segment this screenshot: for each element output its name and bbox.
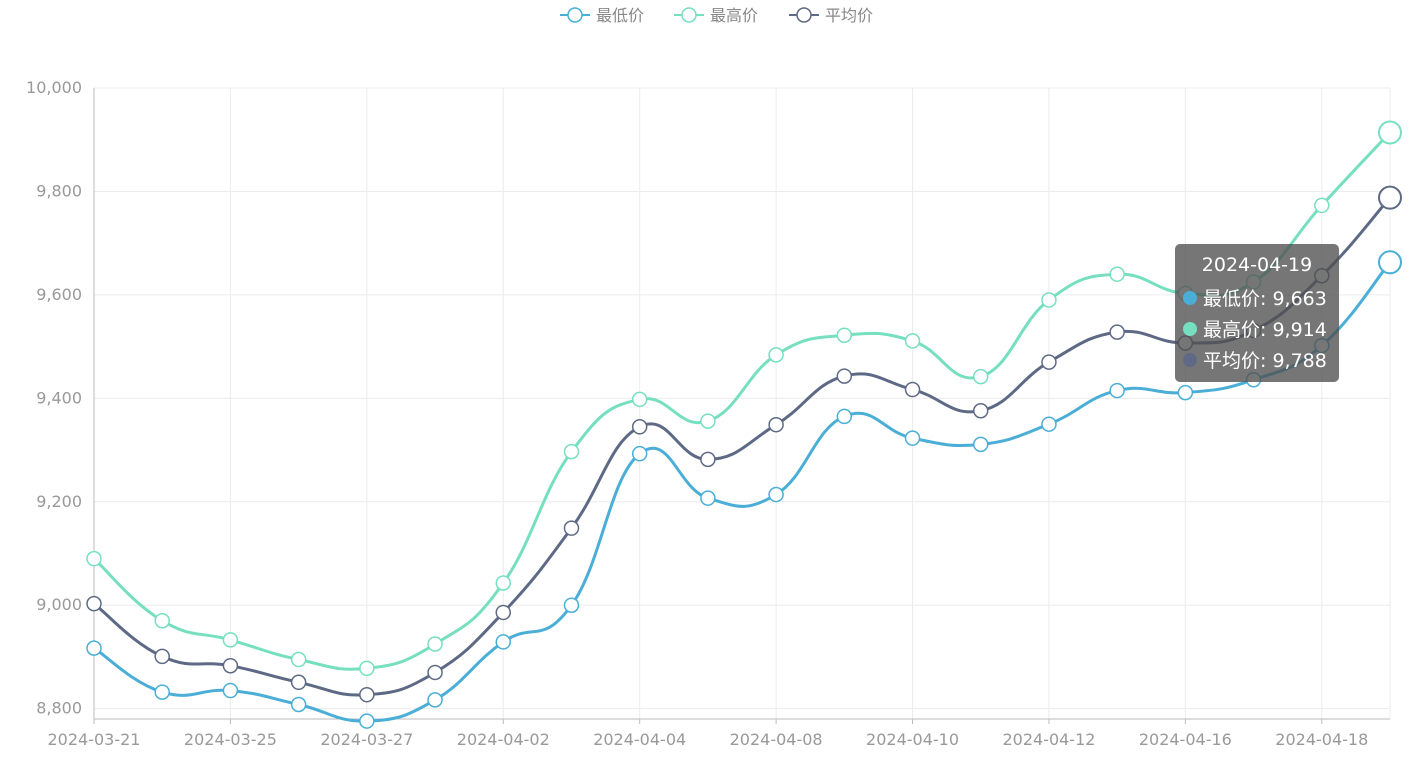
data-point-high[interactable] [1109, 266, 1125, 282]
data-point-high[interactable] [700, 413, 716, 429]
axes: 8,800 9,000 9,200 9,400 9,600 9,800 10,000 2024… [26, 78, 1390, 749]
tooltip-label-high: 最高价: 9,914 [1203, 319, 1327, 341]
data-point-avg[interactable] [154, 648, 170, 665]
data-point-low[interactable] [631, 445, 648, 462]
data-point-low[interactable] [768, 486, 784, 503]
x-tick-label: 2024-04-12 [1002, 730, 1095, 749]
data-point-low[interactable] [563, 597, 580, 613]
data-point-avg[interactable] [222, 657, 239, 674]
tooltip-dot-low [1183, 290, 1197, 305]
legend-item-avg[interactable]: 平均价 [789, 6, 873, 25]
series-line-high [92, 131, 1392, 671]
x-tick-label: 2024-04-04 [593, 730, 686, 749]
tooltip-label-low: 最低价: 9,663 [1203, 288, 1327, 310]
data-point-high[interactable] [290, 651, 307, 668]
data-point-high[interactable] [86, 550, 102, 567]
x-tick-label: 2024-04-16 [1139, 730, 1232, 749]
data-point-avg[interactable] [495, 604, 512, 621]
data-point-low[interactable] [1177, 384, 1194, 401]
data-point-low[interactable] [495, 634, 512, 650]
data-point-low[interactable] [1041, 416, 1057, 432]
data-point-low[interactable] [154, 684, 170, 700]
data-point-high[interactable] [631, 391, 648, 408]
data-point-high[interactable] [768, 347, 784, 363]
data-point-avg[interactable] [972, 402, 989, 419]
data-point-high[interactable] [495, 575, 512, 591]
tooltip-row-high: 最高价: 9,914 [1183, 313, 1331, 344]
y-tick-label: 9,600 [36, 285, 82, 304]
data-point-high[interactable] [1378, 120, 1402, 145]
data-point-low[interactable] [1378, 250, 1402, 275]
data-point-low[interactable] [359, 713, 375, 729]
x-tick-label: 2024-03-27 [320, 730, 413, 749]
legend-marker-high [681, 7, 697, 23]
legend-item-low[interactable]: 最低价 [560, 6, 644, 25]
data-point-avg[interactable] [86, 595, 102, 612]
tooltip-dot-avg [1183, 352, 1197, 367]
data-point-low[interactable] [1109, 382, 1125, 399]
y-tick-label: 8,800 [36, 699, 82, 718]
legend-marker-avg [796, 7, 812, 23]
data-point-low[interactable] [972, 436, 989, 453]
x-tick-label: 2024-04-08 [730, 730, 823, 749]
data-point-high[interactable] [222, 632, 239, 648]
data-point-avg[interactable] [631, 419, 648, 435]
series-line-low [93, 261, 1392, 723]
y-tick-label: 10,000 [26, 78, 82, 97]
x-tick-label: 2024-04-18 [1275, 730, 1368, 749]
data-point-avg[interactable] [836, 368, 853, 384]
legend-marker-low [567, 7, 583, 23]
data-point-high[interactable] [972, 368, 989, 385]
x-tick-label: 2024-03-25 [184, 730, 277, 749]
grid [93, 87, 1391, 719]
data-point-avg[interactable] [290, 674, 307, 691]
tooltip-label-avg: 平均价: 9,788 [1203, 350, 1327, 372]
x-tick-label: 2024-04-10 [866, 730, 959, 749]
legend[interactable]: 最低价 最高价 平均价 [560, 6, 873, 25]
series-lines [86, 120, 1402, 729]
tooltip-row-avg: 平均价: 9,788 [1183, 344, 1331, 375]
data-point-avg[interactable] [563, 520, 580, 536]
data-point-avg[interactable] [904, 381, 921, 398]
data-point-high[interactable] [427, 636, 443, 652]
data-point-avg[interactable] [700, 451, 716, 468]
data-point-high[interactable] [154, 612, 170, 629]
legend-item-high[interactable]: 最高价 [674, 6, 758, 25]
data-point-high[interactable] [1041, 292, 1057, 308]
y-tick-label: 9,200 [36, 492, 82, 511]
data-point-high[interactable] [359, 660, 375, 677]
data-point-avg[interactable] [359, 686, 375, 703]
data-point-avg[interactable] [1041, 354, 1057, 370]
legend-label-high: 最高价 [710, 6, 758, 25]
data-point-low[interactable] [904, 430, 921, 446]
data-point-avg[interactable] [1378, 185, 1402, 210]
x-tick-label: 2024-03-21 [48, 730, 141, 749]
data-point-low[interactable] [427, 692, 443, 708]
data-point-high[interactable] [904, 333, 921, 349]
data-point-high[interactable] [836, 327, 853, 343]
tooltip-title: 2024-04-19 [1201, 254, 1313, 276]
data-point-avg[interactable] [427, 664, 443, 681]
data-point-avg[interactable] [768, 416, 784, 433]
y-tick-label: 9,400 [36, 388, 82, 407]
legend-label-avg: 平均价 [825, 6, 873, 25]
data-point-low[interactable] [222, 682, 239, 699]
data-point-low[interactable] [700, 490, 716, 506]
x-tick-label: 2024-04-02 [457, 730, 550, 749]
tooltip-row-low: 最低价: 9,663 [1183, 282, 1331, 313]
y-tick-label: 9,800 [36, 181, 82, 200]
tooltip-dot-high [1183, 321, 1197, 336]
data-point-low[interactable] [836, 408, 853, 425]
data-point-low[interactable] [290, 696, 307, 713]
series-low [86, 250, 1402, 729]
data-point-high[interactable] [563, 443, 580, 460]
y-tick-label: 9,000 [36, 595, 82, 614]
tooltip: 2024-04-19 最低价: 9,663 最高价: 9,914 平均价: 9,… [1175, 244, 1339, 382]
data-point-high[interactable] [1314, 197, 1330, 214]
data-point-low[interactable] [86, 640, 102, 656]
data-point-avg[interactable] [1109, 324, 1125, 340]
legend-label-low: 最低价 [596, 6, 644, 25]
